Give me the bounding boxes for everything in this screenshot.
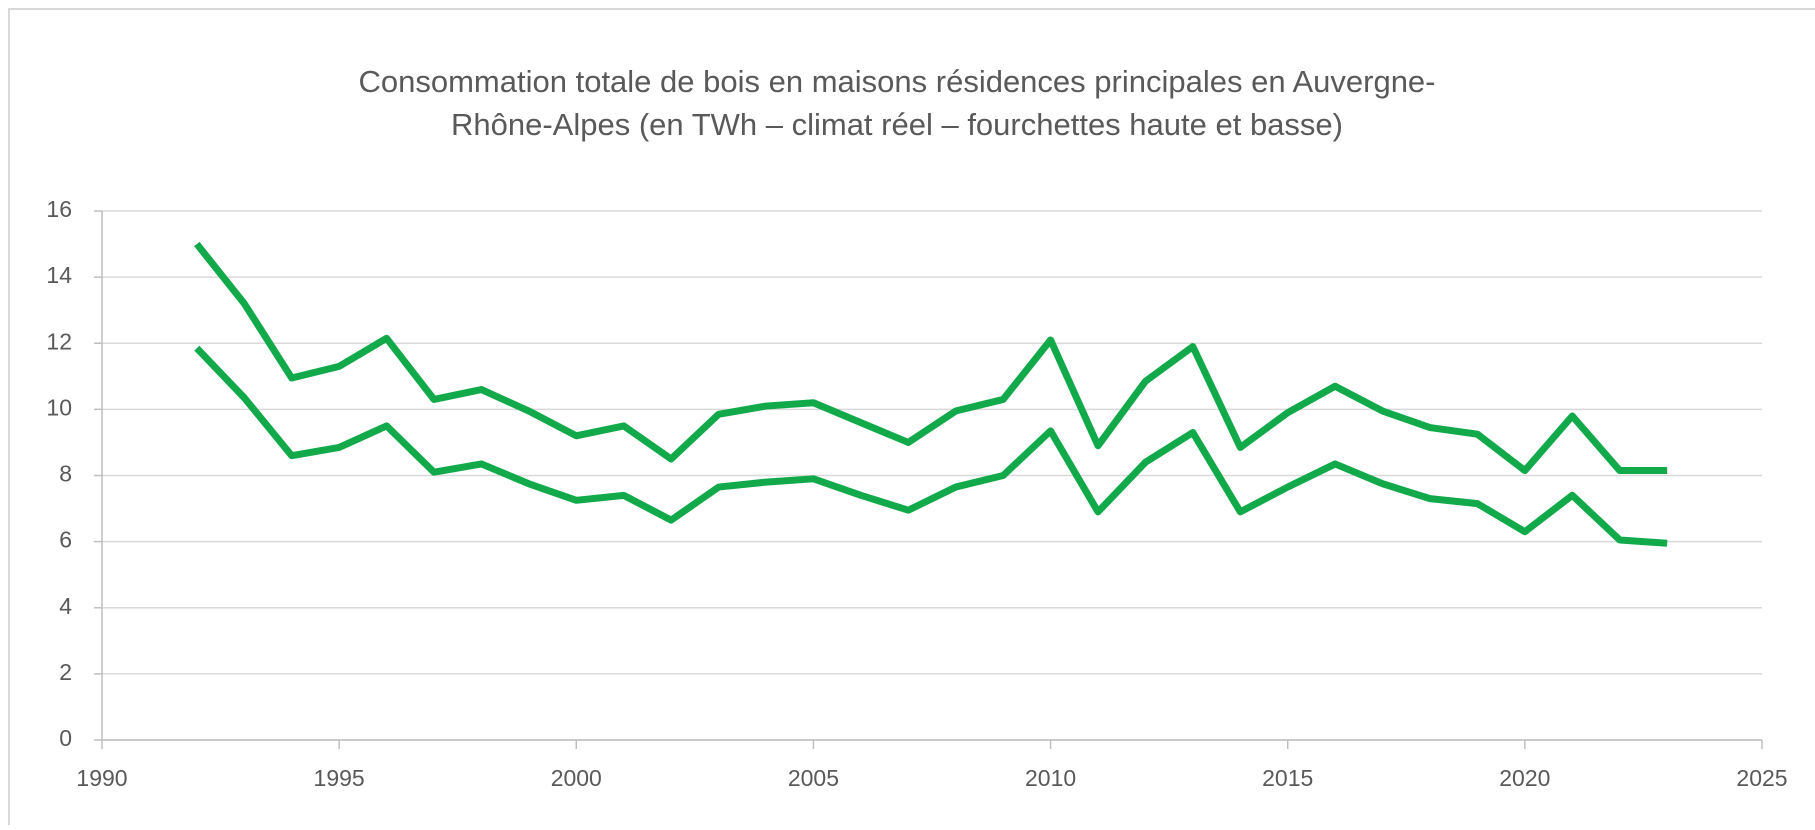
y-tick-label: 14 [46,262,72,288]
x-tick-label: 2020 [1499,765,1550,791]
y-tick-label: 2 [59,659,72,685]
data-line [194,345,1668,547]
data-line [194,241,1668,475]
y-tick-label: 4 [59,593,72,619]
y-tick-label: 0 [59,725,72,751]
chart-title: Rhône-Alpes (en TWh – climat réel – four… [451,107,1343,142]
y-tick-label: 8 [59,461,72,487]
y-tick-label: 10 [46,394,72,420]
x-tick-label: 1990 [76,765,127,791]
y-tick-label: 16 [46,196,72,222]
chart-title: Consommation totale de bois en maisons r… [359,64,1436,99]
y-tick-label: 6 [59,527,72,553]
x-tick-label: 1995 [314,765,365,791]
x-tick-label: 2025 [1736,765,1787,791]
x-tick-label: 2010 [1025,765,1076,791]
y-tick-label: 12 [46,328,72,354]
x-tick-label: 2000 [551,765,602,791]
x-tick-label: 2015 [1262,765,1313,791]
x-tick-label: 2005 [788,765,839,791]
